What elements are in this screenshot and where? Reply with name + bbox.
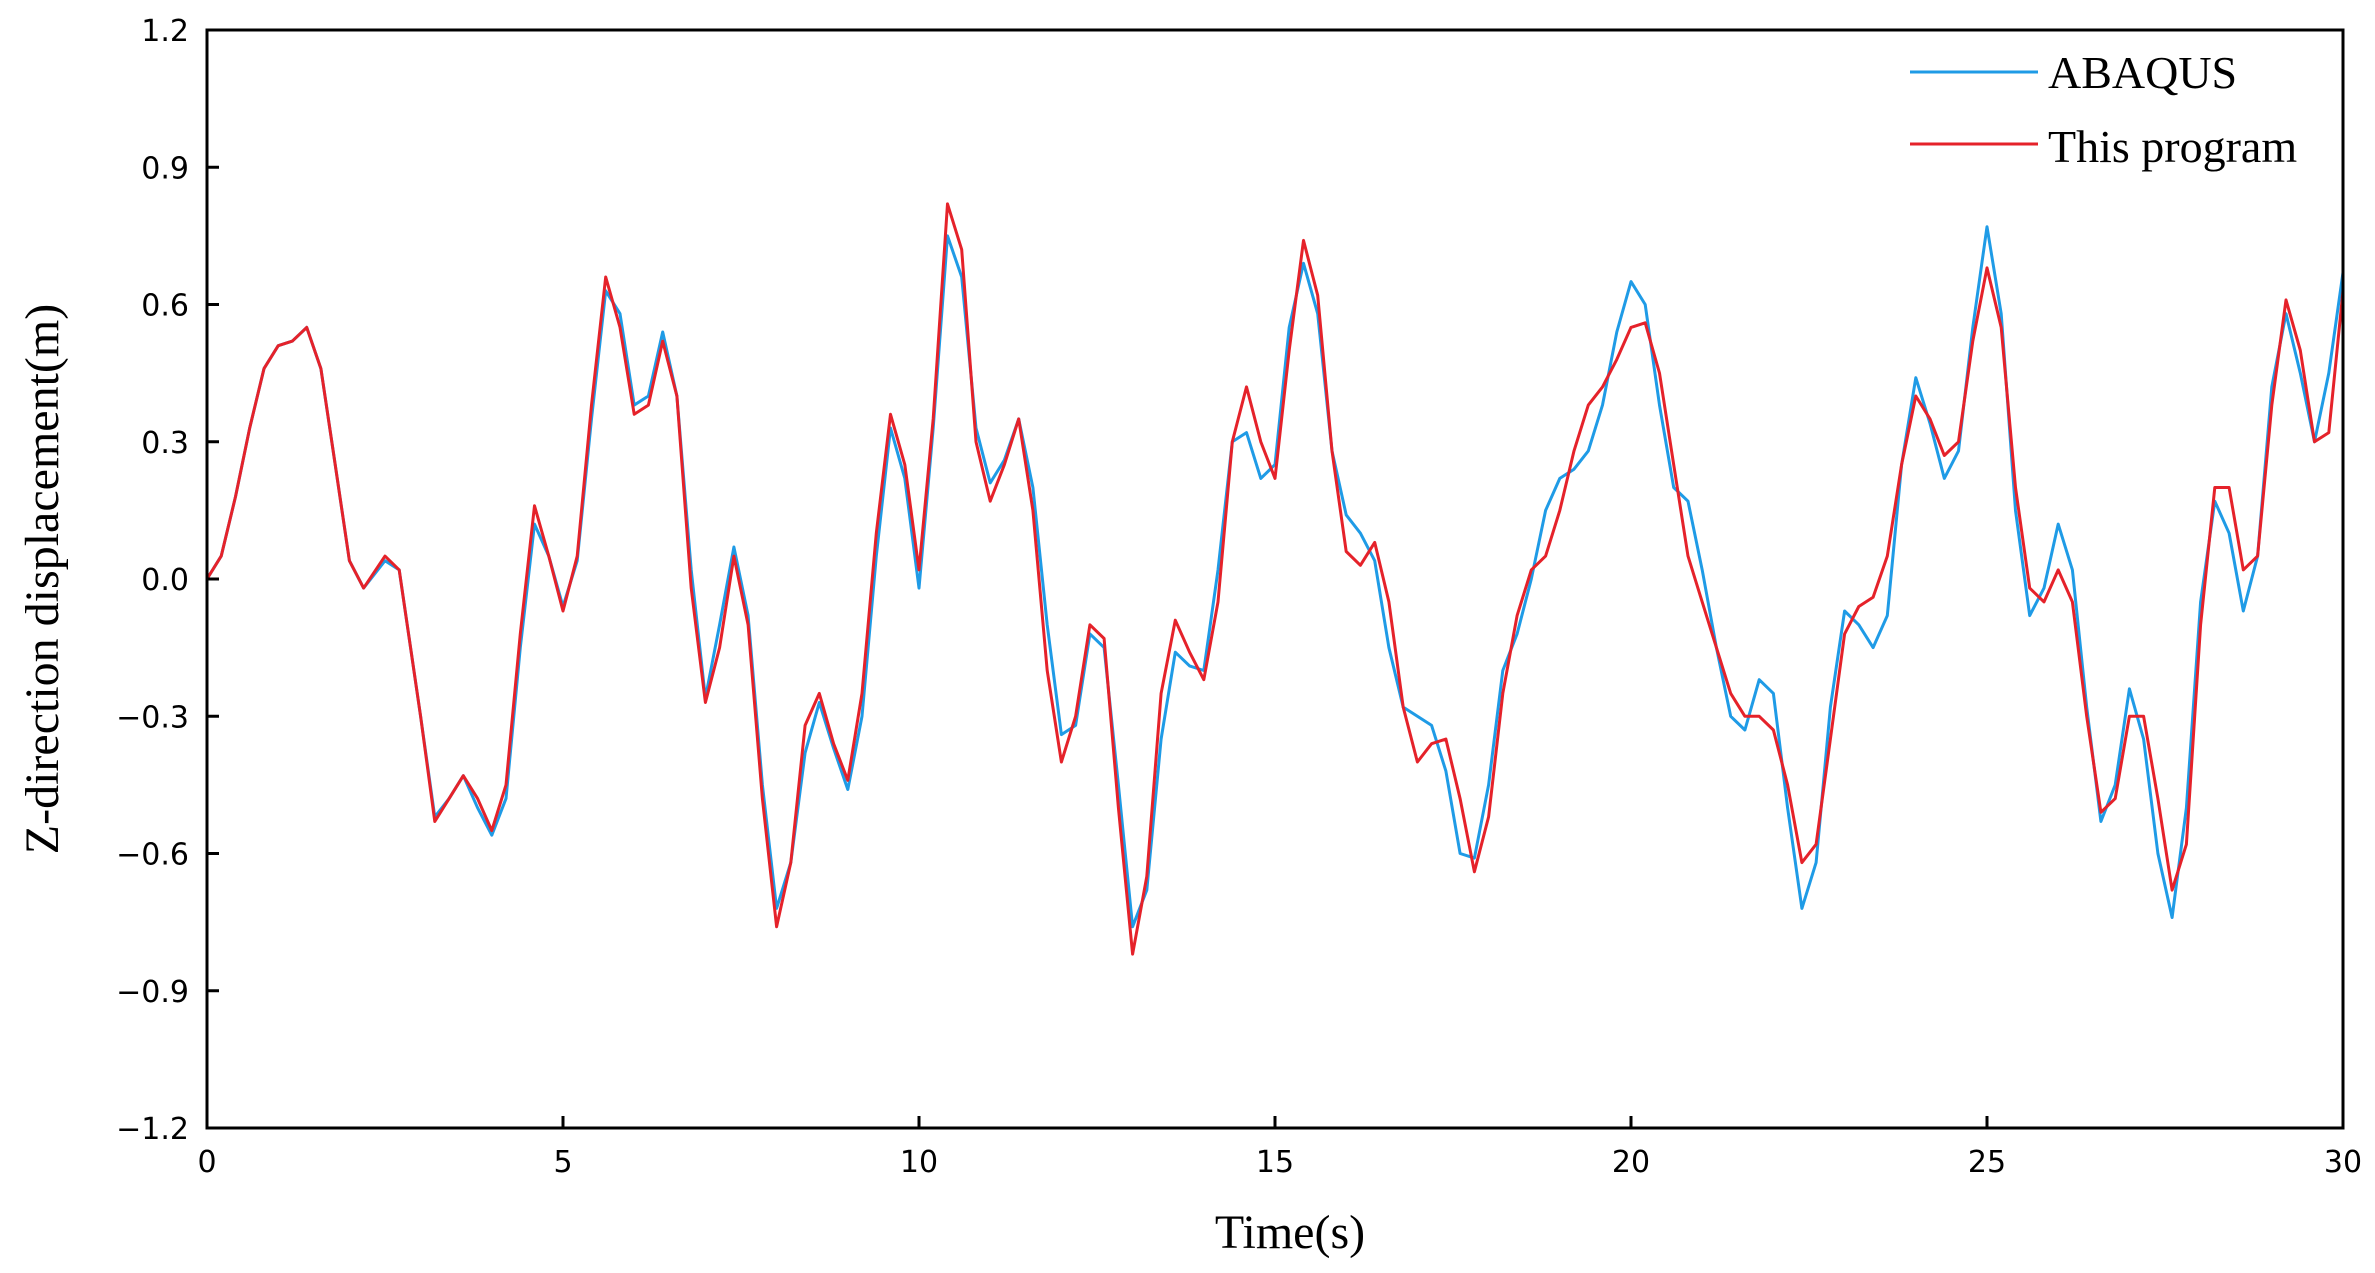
x-tick-label: 0: [197, 1145, 216, 1180]
x-tick-label: 20: [1612, 1145, 1650, 1180]
x-tick-label: 15: [1256, 1145, 1294, 1180]
legend: ABAQUS This program: [1910, 47, 2297, 172]
x-tick-label: 30: [2324, 1145, 2362, 1180]
legend-label-abaqus: ABAQUS: [2048, 47, 2237, 98]
x-tick-label: 5: [553, 1145, 572, 1180]
y-axis: −1.2 −0.9 −0.6 −0.3 0.0 0.3 0.6 0.9 1.2: [116, 14, 219, 1147]
y-tick-label: −1.2: [116, 1112, 189, 1147]
y-tick-label: −0.6: [116, 838, 189, 873]
series-line-abaqus: [207, 225, 2343, 929]
legend-label-this-program: This program: [2048, 121, 2297, 172]
y-tick-label: 1.2: [141, 14, 189, 49]
x-tick-label: 25: [1968, 1145, 2006, 1180]
x-tick-label: 10: [900, 1145, 938, 1180]
y-tick-label: 0.6: [141, 289, 189, 324]
series-layer: [207, 202, 2343, 956]
y-tick-label: 0.9: [141, 151, 189, 186]
y-tick-label: −0.3: [116, 700, 189, 735]
x-axis-title: Time(s): [1215, 1206, 1365, 1259]
y-tick-label: 0.3: [141, 426, 189, 461]
y-axis-title: Z-direction displacement(m): [16, 304, 69, 854]
series-line-this-program: [207, 202, 2343, 956]
y-tick-label: 0.0: [141, 563, 189, 598]
y-tick-label: −0.9: [116, 975, 189, 1010]
x-axis: 0 5 10 15 20 25 30: [197, 1116, 2362, 1180]
